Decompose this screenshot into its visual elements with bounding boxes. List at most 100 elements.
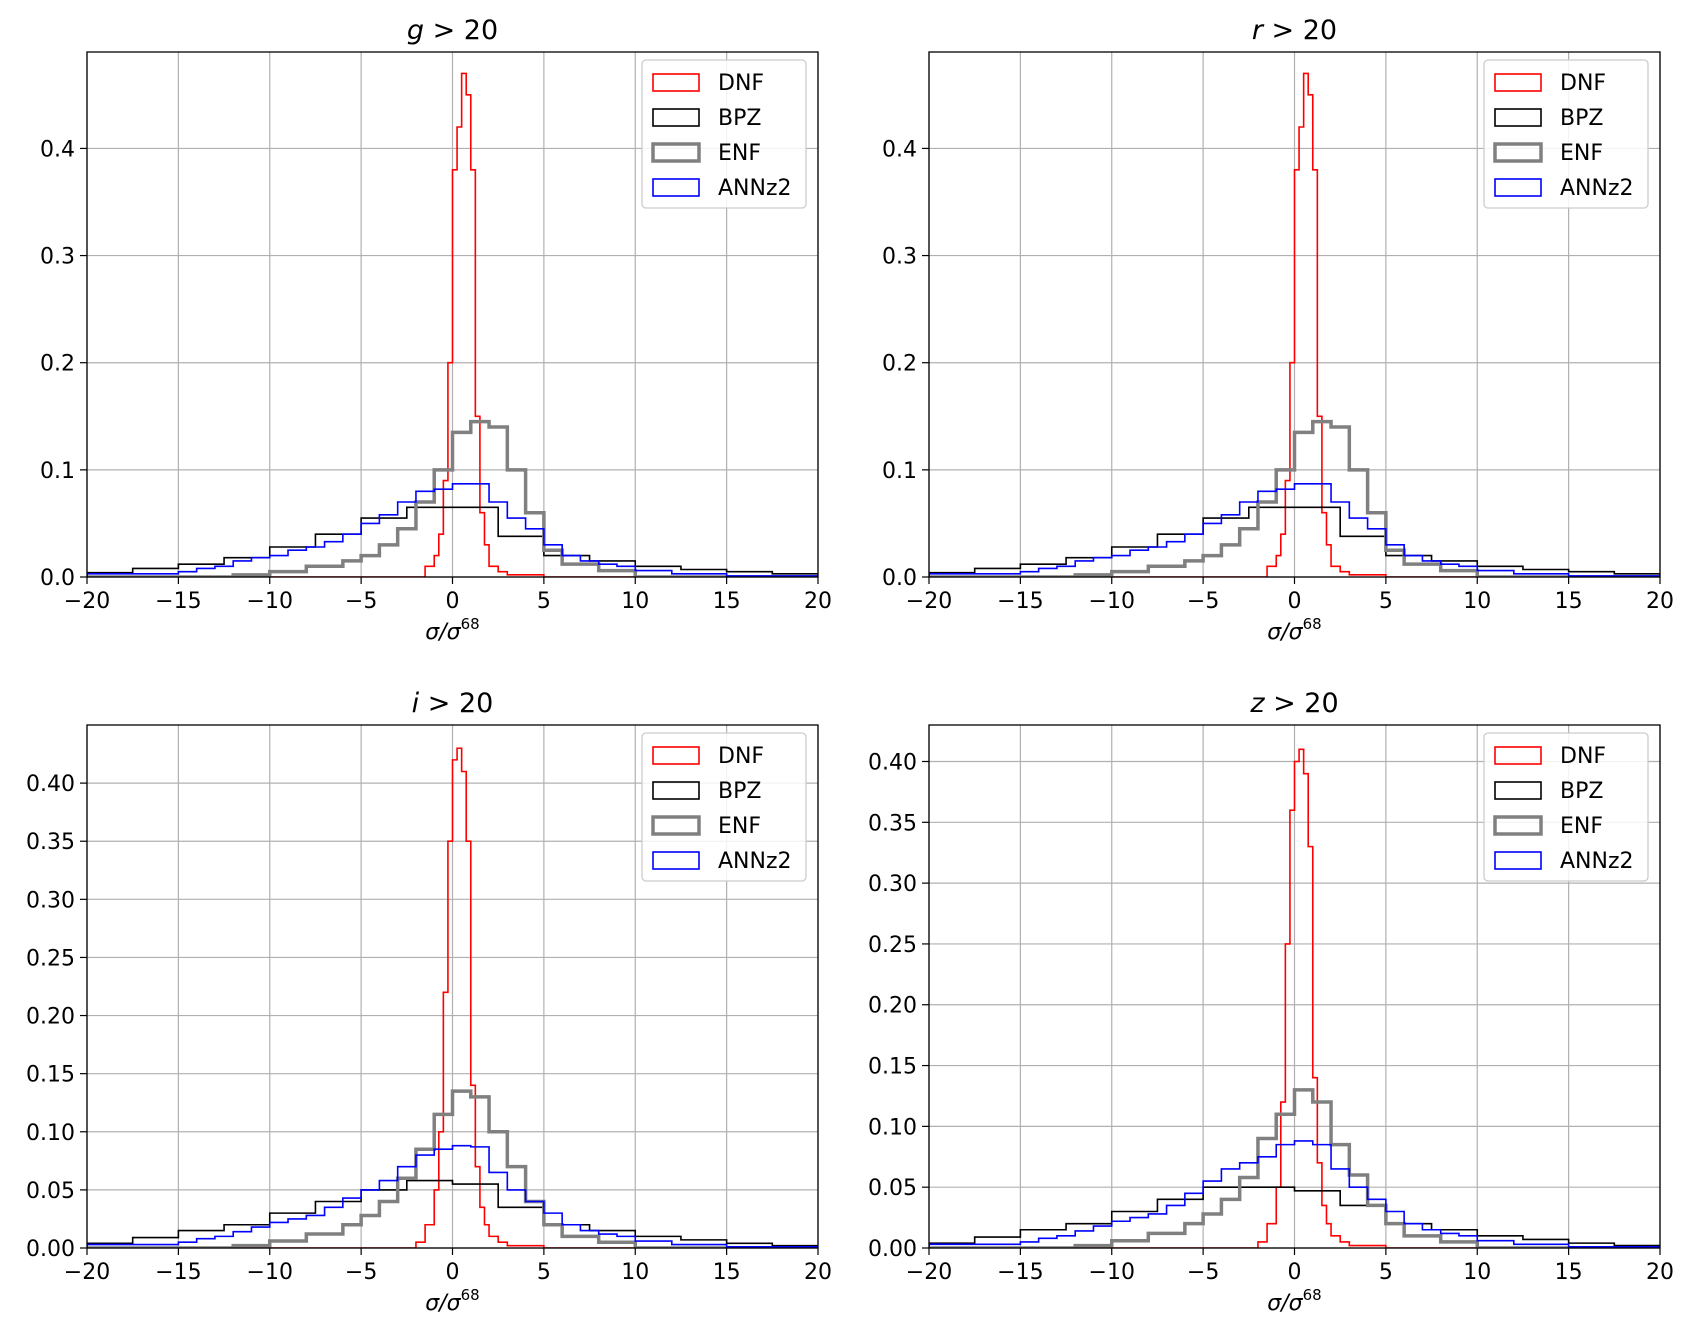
legend-swatch-bpz (652, 781, 700, 800)
legend-label: DNF (1560, 71, 1606, 96)
chart-panel-1: −20 −15 −10 −5 0 5 10 15 20 0.0 0.1 0.2 0.3 0.4 g > 20… (40, 15, 832, 645)
legend-label: BPZ (1560, 106, 1603, 131)
legend-swatch-dnf (652, 746, 700, 765)
x-tick-label: 10 (621, 589, 649, 614)
legend-swatch-enf (1493, 815, 1543, 836)
x-tick-label: 0 (446, 589, 460, 614)
y-tick-label: 0.05 (868, 1176, 917, 1201)
chart-title-variable: i (412, 688, 420, 719)
legend: DNF BPZ ENF ANNz2 (1483, 732, 1649, 882)
chart-title-variable: g (407, 15, 424, 46)
x-tick-label: −20 (64, 589, 110, 614)
legend-swatch-annz2 (1494, 851, 1542, 870)
y-tick-label: 0.1 (882, 459, 917, 484)
y-tick-label: 0.10 (26, 1121, 75, 1146)
x-axis-label-main: σ/σ (425, 620, 461, 645)
x-axis-label: σ/σ68 (425, 615, 479, 645)
y-tick-label: 0.40 (868, 750, 917, 775)
legend-label: DNF (718, 744, 764, 769)
x-tick-label: 15 (1555, 589, 1583, 614)
x-tick-label: −10 (247, 589, 293, 614)
y-tick-label: 0.20 (26, 1005, 75, 1030)
chart-panel-2: −20 −15 −10 −5 0 5 10 15 20 0.0 0.1 0.2 0.3 0.4 r > 20… (882, 15, 1674, 645)
x-tick-label: −20 (64, 1260, 110, 1285)
y-tick-label: 0.15 (868, 1055, 917, 1080)
legend-label: ENF (718, 814, 761, 839)
y-tick-label: 0.0 (882, 566, 917, 591)
series-annz2 (929, 1140, 1660, 1248)
y-tick-label: 0.4 (882, 137, 917, 162)
x-tick-label: 10 (621, 1260, 649, 1285)
chart-title: i > 20 (412, 688, 494, 719)
x-tick-label: −15 (997, 1260, 1043, 1285)
chart-title-rest: > 20 (424, 15, 498, 46)
x-axis-label-superscript: 68 (461, 615, 480, 633)
y-tick-label: 0.30 (26, 888, 75, 913)
legend-swatch-enf (651, 815, 701, 836)
x-tick-label: 20 (804, 1260, 832, 1285)
legend-label: ANNz2 (1560, 849, 1634, 874)
x-tick-label: −10 (1089, 1260, 1135, 1285)
chart-title-rest: > 20 (419, 688, 493, 719)
y-tick-label: 0.2 (882, 352, 917, 377)
chart-title: z > 20 (1249, 688, 1338, 719)
legend-swatch-annz2 (652, 851, 700, 870)
series-bpz (929, 506, 1660, 577)
x-tick-label: −5 (1187, 1260, 1219, 1285)
legend: DNF BPZ ENF ANNz2 (641, 59, 807, 209)
x-tick-label: 15 (1555, 1260, 1583, 1285)
x-tick-label: 5 (1379, 1260, 1393, 1285)
legend-label: DNF (1560, 744, 1606, 769)
x-axis-label-main: σ/σ (1267, 620, 1303, 645)
x-tick-label: −15 (155, 589, 201, 614)
legend-label: ANNz2 (1560, 176, 1634, 201)
y-tick-label: 0.35 (868, 811, 917, 836)
x-tick-label: −10 (247, 1260, 293, 1285)
y-tick-label: 0.3 (40, 245, 75, 270)
y-tick-label: 0.25 (868, 933, 917, 958)
chart-title: r > 20 (1252, 15, 1337, 46)
x-tick-label: −5 (345, 1260, 377, 1285)
y-tick-label: 0.10 (868, 1115, 917, 1140)
legend-swatch-dnf (652, 73, 700, 92)
legend: DNF BPZ ENF ANNz2 (1483, 59, 1649, 209)
x-tick-label: 5 (1379, 589, 1393, 614)
y-tick-label: 0.4 (40, 137, 75, 162)
y-tick-label: 0.3 (882, 245, 917, 270)
legend-swatch-enf (1493, 142, 1543, 163)
x-axis-label: σ/σ68 (1267, 1286, 1321, 1316)
chart-panel-3: −20 −15 −10 −5 0 5 10 15 20 0.00 0.05 0.10 0.15 0.20 0… (26, 688, 832, 1316)
y-tick-label: 0.2 (40, 352, 75, 377)
series-enf (87, 419, 818, 577)
legend-swatch-bpz (1494, 108, 1542, 127)
y-tick-label: 0.15 (26, 1063, 75, 1088)
chart-title: g > 20 (407, 15, 498, 46)
legend-box (1483, 732, 1649, 882)
x-tick-label: −20 (906, 1260, 952, 1285)
legend-swatch-annz2 (1494, 178, 1542, 197)
x-tick-label: 0 (1288, 1260, 1302, 1285)
series-enf (87, 1089, 818, 1248)
y-tick-label: 0.20 (868, 994, 917, 1019)
series-dnf (87, 747, 818, 1248)
y-tick-label: 0.25 (26, 946, 75, 971)
x-tick-label: 10 (1463, 589, 1491, 614)
series-bpz (87, 506, 818, 577)
x-axis-label-superscript: 68 (1303, 1286, 1322, 1304)
legend-label: ENF (718, 141, 761, 166)
legend-swatch-bpz (652, 108, 700, 127)
legend-label: BPZ (718, 106, 761, 131)
legend-label: ENF (1560, 814, 1603, 839)
chart-panel-4: −20 −15 −10 −5 0 5 10 15 20 0.00 0.05 0.10 0.15 0.20 0… (868, 688, 1674, 1316)
legend-swatch-bpz (1494, 781, 1542, 800)
legend-label: ANNz2 (718, 849, 792, 874)
x-axis-label: σ/σ68 (425, 1286, 479, 1316)
series-annz2 (87, 482, 818, 577)
legend-label: ANNz2 (718, 176, 792, 201)
x-tick-label: 10 (1463, 1260, 1491, 1285)
legend-swatch-dnf (1494, 746, 1542, 765)
legend: DNF BPZ ENF ANNz2 (641, 732, 807, 882)
x-tick-label: 20 (804, 589, 832, 614)
legend-box (641, 59, 807, 209)
